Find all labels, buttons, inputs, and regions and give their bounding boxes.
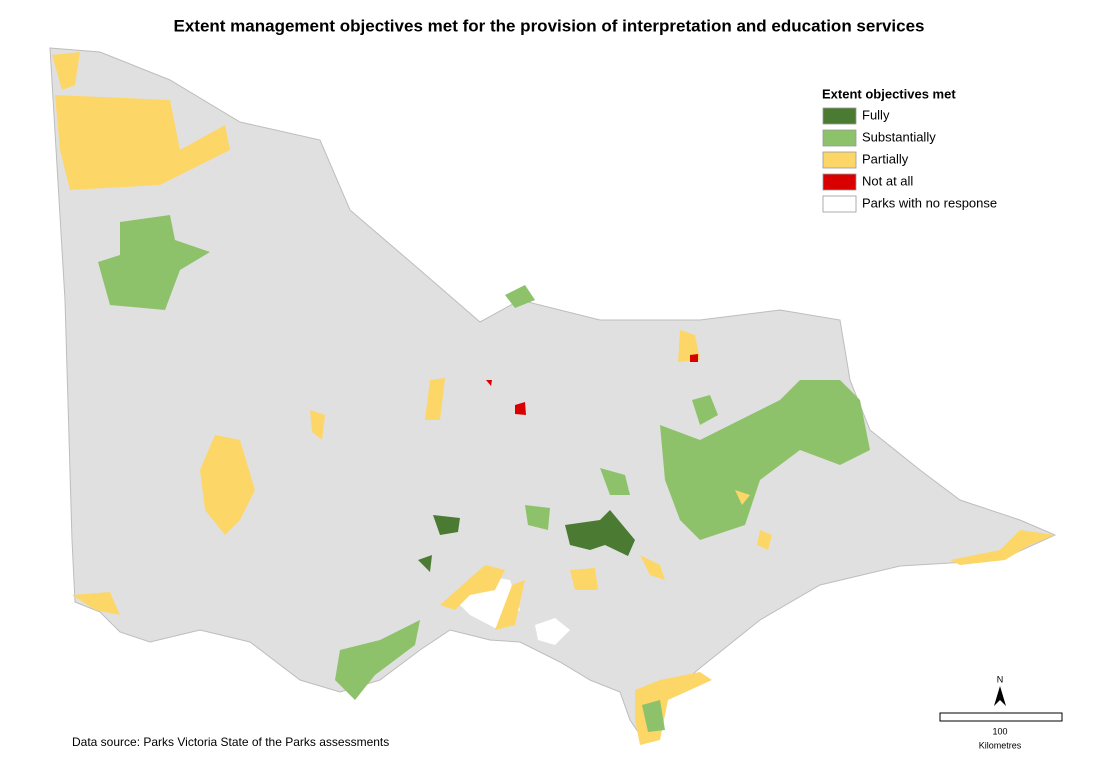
park (515, 402, 526, 415)
legend-label: Substantially (862, 129, 936, 144)
legend-label: Not at all (862, 173, 913, 188)
legend: Extent objectives met Fully Substantially… (822, 86, 997, 213)
state-map (49, 47, 1057, 745)
park (55, 95, 230, 190)
park (425, 378, 445, 420)
park (200, 435, 255, 535)
park (642, 700, 665, 732)
legend-swatch (822, 151, 857, 169)
park (640, 555, 665, 580)
park (690, 354, 698, 362)
park (433, 515, 460, 535)
north-arrow: N (994, 674, 1006, 706)
park (600, 468, 630, 495)
park (565, 510, 635, 556)
legend-label: Parks with no response (862, 195, 997, 210)
north-arrow-icon (994, 686, 1006, 706)
scale-bar-rect (939, 712, 1063, 722)
park (570, 568, 598, 590)
scale-value: 100 (992, 726, 1007, 736)
legend-title: Extent objectives met (822, 86, 956, 101)
park (692, 395, 718, 425)
park (678, 330, 700, 362)
park (735, 490, 750, 505)
park (660, 380, 870, 540)
legend-swatch (822, 129, 857, 147)
park (98, 215, 210, 310)
park (72, 592, 120, 615)
western-port (535, 618, 570, 645)
scale-bar: 100 Kilometres (939, 712, 1063, 750)
victoria-outline (49, 47, 1057, 744)
park (335, 620, 420, 700)
legend-swatch (822, 173, 857, 191)
park (525, 505, 550, 530)
park (418, 555, 432, 572)
legend-swatch (822, 107, 857, 125)
legend-label: Partially (862, 151, 909, 166)
scale-unit: Kilometres (979, 740, 1022, 750)
north-label: N (997, 674, 1004, 684)
park (440, 565, 505, 610)
park (310, 410, 325, 440)
park (495, 580, 525, 630)
map-title: Extent management objectives met for the… (173, 16, 924, 35)
park (950, 530, 1055, 565)
park (505, 285, 535, 308)
park (52, 52, 80, 90)
park (757, 530, 772, 550)
park (486, 380, 492, 386)
legend-swatch (822, 195, 857, 213)
data-source: Data source: Parks Victoria State of the… (72, 735, 389, 749)
legend-label: Fully (862, 107, 890, 122)
